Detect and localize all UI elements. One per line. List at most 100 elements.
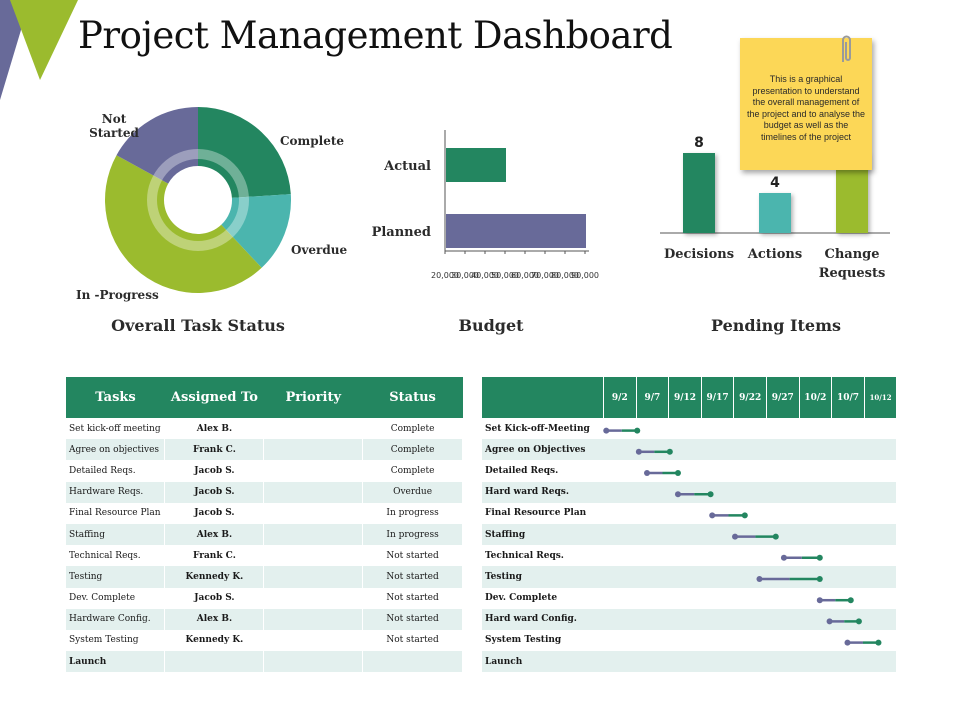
corner-green-triangle: [10, 0, 78, 80]
gantt-end-dot: [816, 576, 823, 582]
budget-tick-label: 30,000: [451, 271, 479, 280]
gantt-start-dot: [603, 427, 610, 434]
gantt-task-label: Staffing: [485, 529, 526, 540]
gantt-bars: [603, 427, 882, 646]
pending-category-label: Actions: [747, 247, 802, 262]
status-cell: [362, 651, 463, 673]
gantt-start-dot: [732, 533, 739, 540]
gantt-task-label: Hard ward Config.: [485, 614, 577, 625]
gantt-row: Agree on Objectives: [482, 439, 896, 461]
budget-tick-label: 80,000: [551, 271, 579, 280]
status-cell: Overdue: [362, 481, 463, 503]
priority-cell: [263, 439, 364, 461]
table-row: Launch: [66, 651, 463, 673]
gantt-task-label: Detailed Reqs.: [485, 465, 559, 476]
donut-label: Not Started: [89, 112, 139, 140]
gantt-rows: Set Kick-off-Meeting Agree on Objectives D…: [482, 418, 896, 673]
budget-title: Budget: [458, 316, 524, 335]
gantt-end-dot: [674, 470, 681, 476]
gantt-date-header: 10/12: [863, 377, 897, 418]
task-table: Tasks Assigned To Priority Status Set ki…: [66, 377, 463, 673]
task-name-cell: Dev. Complete: [66, 587, 166, 609]
priority-cell: [263, 460, 364, 482]
gantt-start-dot: [844, 639, 851, 646]
pending-category-label: Requests: [819, 266, 886, 281]
task-status-title: Overall Task Status: [111, 316, 285, 335]
gantt-row: Detailed Reqs.: [482, 460, 896, 482]
gantt-row: Hard ward Config.: [482, 608, 896, 630]
pending-category-label: Decisions: [664, 247, 734, 262]
page-title: Project Management Dashboard: [78, 14, 673, 57]
gantt-date-header: 9/22: [733, 377, 766, 418]
assigned-to-cell: Jacob S.: [164, 502, 265, 524]
paperclip-icon: [842, 35, 851, 62]
budget-tick-label: 90,000: [571, 271, 599, 280]
donut-slice-in-progress: [105, 155, 262, 293]
gantt-task-label: Set Kick-off-Meeting: [485, 423, 590, 434]
gantt-end-dot: [816, 554, 823, 561]
donut-highlight-ring: [147, 149, 249, 251]
status-cell: Not started: [362, 608, 463, 630]
gantt-row: Testing: [482, 566, 896, 588]
gantt-row: Hard ward Reqs.: [482, 481, 896, 503]
gantt-row: Dev. Complete: [482, 587, 896, 609]
donut-label: In -Progress: [76, 288, 159, 302]
table-row: Dev. Complete Jacob S. Not started: [66, 587, 463, 609]
gantt-date-header: 9/17: [700, 377, 734, 418]
gantt-row: Set Kick-off-Meeting: [482, 418, 896, 440]
gantt-end-dot: [634, 427, 641, 434]
budget-tick-label: 50,000: [491, 271, 519, 280]
task-name-cell: Detailed Reqs.: [66, 460, 166, 482]
gantt-date-header: 9/2: [603, 377, 636, 418]
task-name-cell: Technical Reqs.: [66, 545, 166, 567]
gantt-date-header: 9/12: [668, 377, 701, 418]
note-text: This is a graphical presentation to unde…: [746, 74, 866, 142]
corner-decoration: [0, 0, 78, 100]
header-tasks: Tasks: [66, 377, 165, 418]
sticky-note: This is a graphical presentation to unde…: [740, 35, 872, 170]
status-cell: Not started: [362, 587, 463, 609]
status-cell: Complete: [362, 439, 463, 461]
pending-bar-actions: [759, 193, 791, 233]
gantt-end-dot: [875, 639, 882, 646]
donut-slice-complete: [198, 107, 291, 198]
status-cell: Not started: [362, 566, 463, 588]
status-cell: Not started: [362, 629, 463, 652]
donut-label: Complete: [280, 134, 344, 148]
status-cell: Complete: [362, 460, 463, 482]
gantt-task-label: Technical Reqs.: [485, 550, 564, 561]
table-row: Technical Reqs. Frank C. Not started: [66, 545, 463, 567]
assigned-to-cell: Kennedy K.: [164, 566, 265, 588]
task-name-cell: Launch: [66, 651, 166, 673]
task-table-header: Tasks Assigned To Priority Status: [66, 377, 463, 418]
table-row: Set kick-off meeting Alex B. Complete: [66, 418, 463, 440]
status-cell: Not started: [362, 545, 463, 567]
priority-cell: [263, 608, 364, 630]
gantt-row: Final Resource Plan: [482, 502, 896, 524]
task-name-cell: Agree on objectives: [66, 439, 166, 461]
gantt-header: 9/2 9/7 9/12 9/17 9/22 9/27 10/2 10/7 10/12: [482, 377, 896, 418]
gantt-task-label: Hard ward Reqs.: [485, 487, 569, 498]
table-row: Testing Kennedy K. Not started: [66, 566, 463, 588]
gantt-start-dot: [826, 618, 833, 625]
gantt-start-dot: [709, 512, 716, 519]
gantt-task-label: System Testing: [485, 635, 562, 646]
task-name-cell: Testing: [66, 566, 166, 588]
gantt-row: System Testing: [482, 629, 896, 652]
header-assigned-to: Assigned To: [164, 377, 264, 418]
assigned-to-cell: Jacob S.: [164, 460, 265, 482]
priority-cell: [263, 566, 364, 588]
table-row: Agree on objectives Frank C. Complete: [66, 439, 463, 461]
assigned-to-cell: Frank C.: [164, 439, 265, 461]
status-cell: In progress: [362, 523, 463, 546]
gantt-end-dot: [855, 618, 862, 625]
status-cell: Complete: [362, 418, 463, 440]
gantt-task-label: Final Resource Plan: [485, 508, 587, 519]
table-row: Final Resource Plan Jacob S. In progress: [66, 502, 463, 524]
budget-tick-label: 60,000: [511, 271, 539, 280]
budget-category-label: Planned: [372, 225, 431, 240]
gantt-end-dot: [666, 448, 673, 455]
gantt-row: Launch: [482, 651, 896, 673]
assigned-to-cell: Frank C.: [164, 545, 265, 567]
header-priority: Priority: [263, 377, 363, 418]
